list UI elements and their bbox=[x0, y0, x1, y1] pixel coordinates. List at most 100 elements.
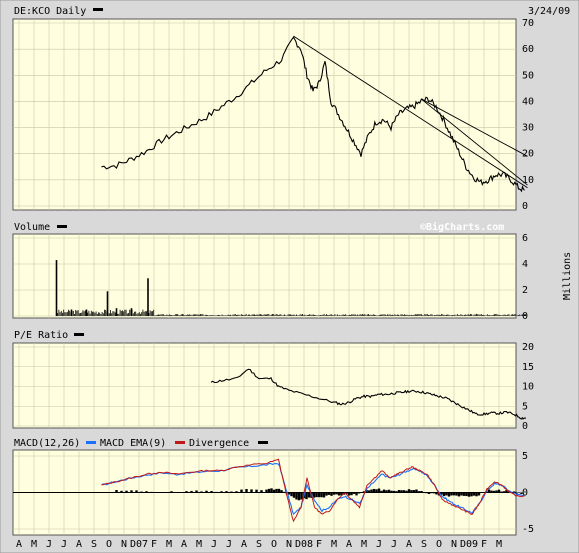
divergence-bar bbox=[277, 488, 281, 493]
divergence-bar bbox=[125, 490, 128, 493]
x-tick-label: M bbox=[31, 539, 37, 550]
watermark: ©BigCharts.com bbox=[420, 221, 504, 233]
divergence-bar bbox=[505, 489, 508, 493]
price-panel-bg bbox=[12, 18, 517, 211]
x-tick-label: S bbox=[256, 539, 262, 550]
y-tick-label: 5 bbox=[522, 451, 528, 462]
divergence-bar bbox=[345, 492, 348, 494]
price-grid bbox=[13, 19, 516, 210]
divergence-bar bbox=[442, 492, 446, 497]
divergence-bar bbox=[270, 488, 273, 493]
y-tick-label: 0 bbox=[522, 488, 528, 499]
divergence-bar bbox=[347, 492, 351, 496]
y-tick-label: 2 bbox=[522, 285, 528, 296]
divergence-bar bbox=[350, 492, 353, 496]
divergence-bar bbox=[245, 489, 248, 493]
y-tick-label: 30 bbox=[522, 123, 534, 134]
divergence-bar bbox=[440, 492, 443, 495]
divergence-bar bbox=[402, 490, 406, 493]
divergence-bar bbox=[457, 492, 461, 497]
divergence-bar bbox=[372, 488, 376, 493]
x-tick-label: N bbox=[451, 539, 457, 550]
divergence-bar bbox=[367, 490, 371, 493]
divergence-bar bbox=[322, 492, 326, 498]
divergence-bar bbox=[290, 492, 293, 497]
x-axis: A M J J A S O N D07 F M A M J J A S O N D08 F M A M J J A S O N D09 F M bbox=[16, 539, 502, 550]
divergence-bar bbox=[427, 492, 431, 495]
divergence-bar bbox=[205, 490, 208, 493]
x-tick-label: D08 bbox=[295, 539, 313, 550]
divergence-bar bbox=[390, 490, 393, 493]
macd-y-axis: -5 0 5 bbox=[522, 451, 534, 535]
pe-title: P/E Ratio bbox=[14, 330, 68, 341]
divergence-bar bbox=[320, 492, 323, 498]
divergence-bar bbox=[225, 491, 228, 493]
divergence-bar bbox=[490, 490, 493, 493]
divergence-bar bbox=[472, 492, 476, 496]
x-tick-label: J bbox=[226, 539, 232, 550]
divergence-bar bbox=[380, 490, 383, 493]
price-legend-swatch bbox=[93, 8, 103, 11]
divergence-bar bbox=[512, 491, 516, 493]
x-tick-label: J bbox=[211, 539, 217, 550]
x-tick-label: N bbox=[121, 539, 127, 550]
divergence-bar bbox=[450, 492, 453, 496]
divergence-bar bbox=[195, 490, 198, 493]
divergence-bar bbox=[445, 492, 448, 496]
y-tick-label: 0 bbox=[522, 201, 528, 212]
volume-title: Volume bbox=[14, 222, 50, 233]
divergence-bar bbox=[210, 491, 213, 493]
divergence-bar bbox=[190, 490, 193, 493]
x-tick-label: A bbox=[406, 539, 412, 550]
divergence-bar bbox=[287, 492, 291, 495]
divergence-bar bbox=[325, 492, 328, 496]
x-tick-label: A bbox=[16, 539, 22, 550]
divergence-bar bbox=[400, 490, 403, 493]
divergence-bar bbox=[280, 490, 283, 493]
x-tick-label: O bbox=[271, 539, 277, 550]
price-series-line bbox=[101, 36, 525, 193]
x-tick-label: A bbox=[76, 539, 82, 550]
divergence-bar bbox=[332, 492, 336, 495]
x-tick-label: O bbox=[106, 539, 112, 550]
x-tick-label: J bbox=[61, 539, 67, 550]
divergence-bar bbox=[307, 492, 311, 498]
x-tick-label: M bbox=[331, 539, 337, 550]
divergence-bar bbox=[492, 490, 496, 493]
divergence-bar bbox=[170, 491, 173, 493]
x-tick-label: M bbox=[496, 539, 502, 550]
divergence-bar bbox=[265, 489, 268, 493]
chart-date: 3/24/09 bbox=[528, 6, 570, 17]
divergence-bar bbox=[130, 490, 133, 493]
divergence-bar bbox=[145, 491, 148, 493]
x-tick-label: S bbox=[91, 539, 97, 550]
divergence-bar bbox=[305, 492, 308, 500]
divergence-bar bbox=[447, 492, 451, 497]
divergence-bar bbox=[387, 489, 391, 493]
x-tick-label: J bbox=[391, 539, 397, 550]
y-tick-label: 5 bbox=[522, 401, 528, 412]
divergence-bar bbox=[292, 492, 296, 498]
macd-ema-label: MACD EMA(9) bbox=[100, 438, 166, 449]
y-tick-label: 20 bbox=[522, 149, 534, 160]
trendline bbox=[420, 98, 528, 157]
x-tick-label: F bbox=[151, 539, 157, 550]
y-tick-label: 15 bbox=[522, 362, 534, 373]
x-tick-label: A bbox=[346, 539, 352, 550]
x-tick-label: S bbox=[421, 539, 427, 550]
divergence-bar bbox=[392, 490, 396, 493]
pe-y-axis: 0 5 10 15 20 bbox=[522, 342, 534, 432]
x-tick-label: D07 bbox=[130, 539, 148, 550]
x-tick-label: M bbox=[196, 539, 202, 550]
divergence-bar bbox=[185, 491, 188, 493]
divergence-bar bbox=[397, 489, 401, 493]
divergence-bar bbox=[250, 489, 253, 493]
y-tick-label: 40 bbox=[522, 96, 534, 107]
divergence-bar bbox=[300, 492, 303, 500]
y-tick-label: 10 bbox=[522, 175, 534, 186]
divergence-bar bbox=[312, 492, 316, 498]
divergence-bar bbox=[515, 492, 518, 494]
x-tick-label: M bbox=[166, 539, 172, 550]
divergence-bar bbox=[415, 489, 418, 493]
divergence-bar bbox=[460, 492, 463, 496]
